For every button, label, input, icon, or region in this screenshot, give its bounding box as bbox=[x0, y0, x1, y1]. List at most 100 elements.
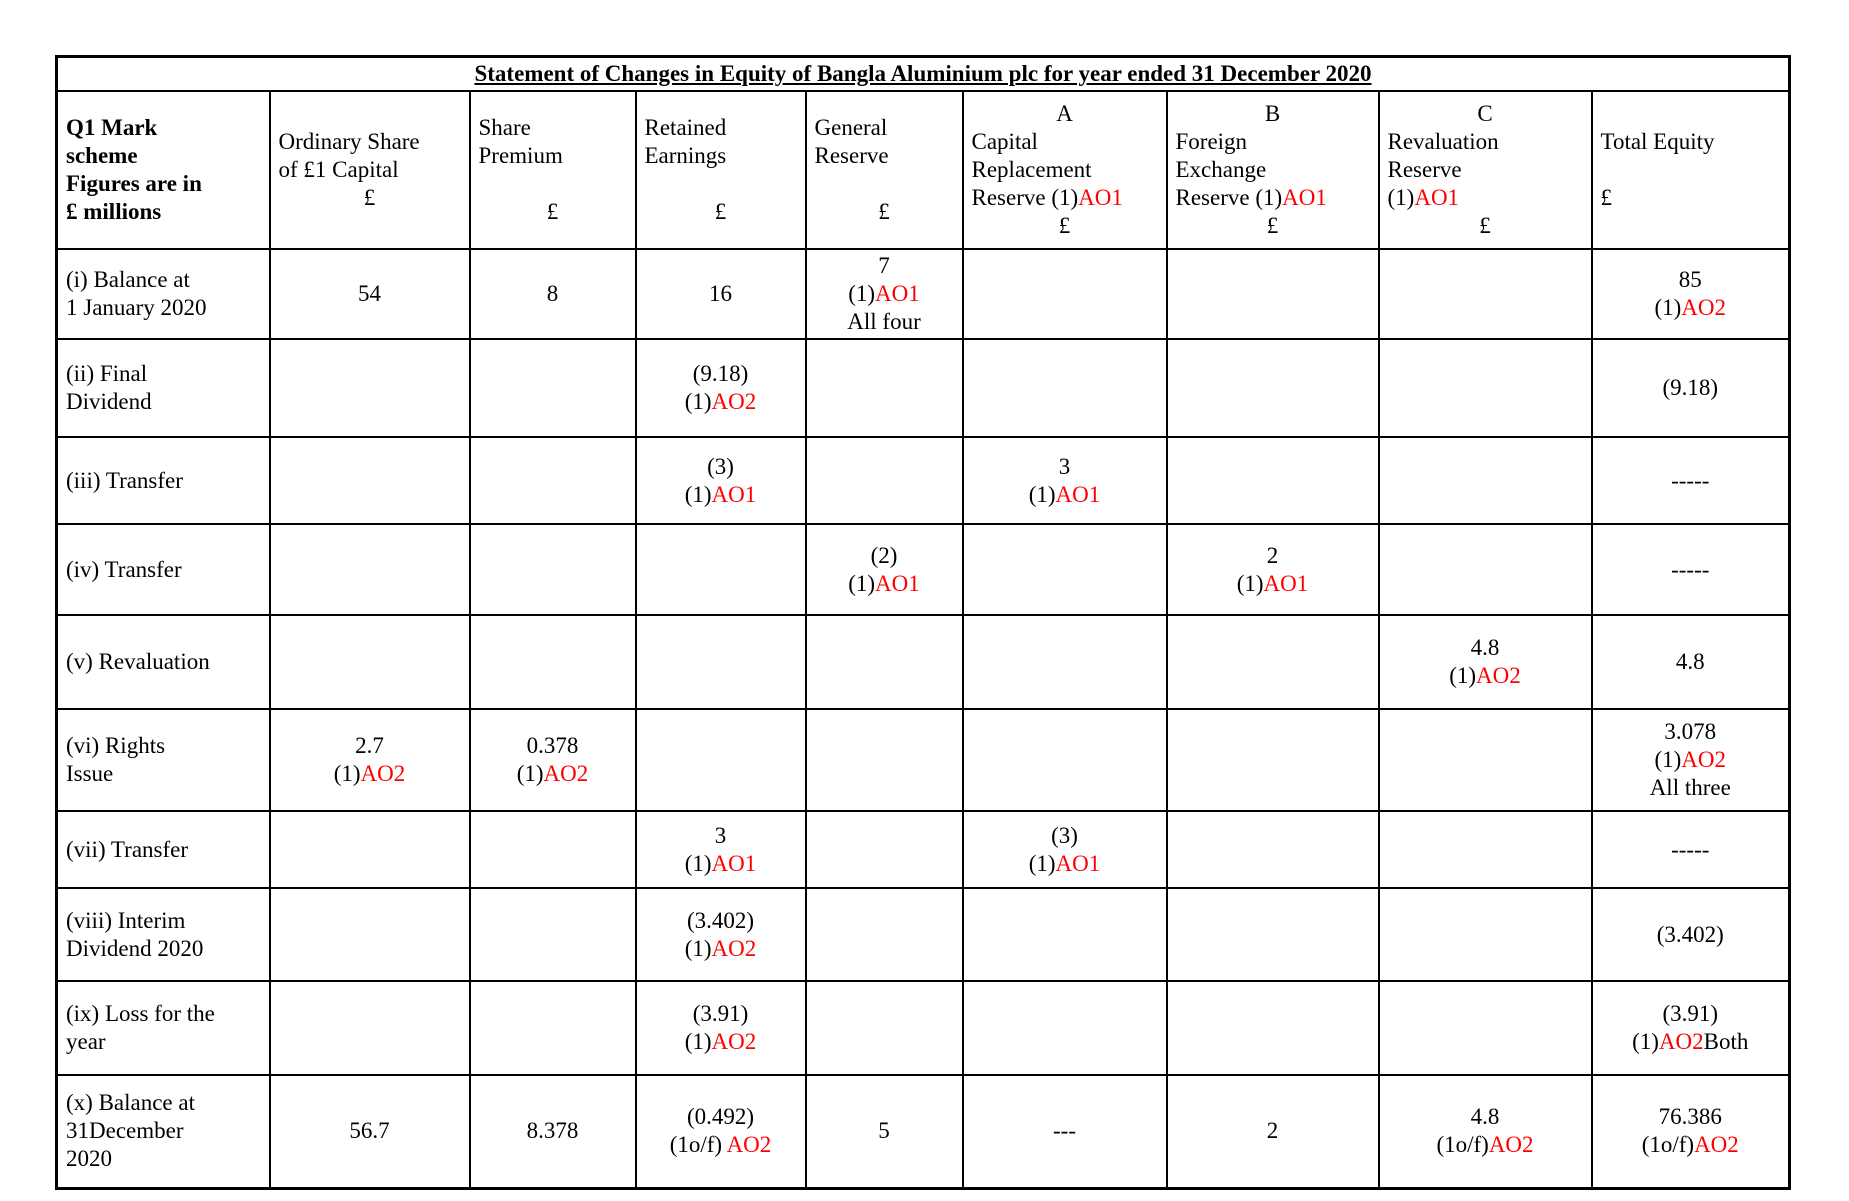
cell-text: (vi) Rights bbox=[66, 733, 166, 758]
text-line: 3 bbox=[645, 822, 797, 850]
cell-text: 4.8 bbox=[1470, 1104, 1500, 1130]
text-line: £ bbox=[479, 198, 627, 226]
text-line: 8 bbox=[479, 280, 627, 308]
mark-annotation: AO1 bbox=[1055, 481, 1101, 507]
cell-text: Dividend 2020 bbox=[66, 935, 204, 961]
text-line: 5 bbox=[815, 1117, 954, 1145]
cell-text: (viii) Interim bbox=[66, 907, 186, 933]
cell-text: (3) bbox=[707, 453, 734, 479]
interim-dividend-2020-ordinary-share-capital-value bbox=[268, 887, 471, 982]
cell-text: scheme bbox=[66, 143, 138, 168]
cell-text: Capital bbox=[971, 129, 1038, 154]
transfer-iii-total-equity-value: ----- bbox=[1590, 436, 1791, 525]
cell-text: Reserve (1) bbox=[1175, 185, 1283, 210]
rights-issue-foreign-exchange-reserve-value bbox=[1165, 708, 1380, 812]
ordinary-share-capital-header: Ordinary Share of £1 Capital £ bbox=[268, 90, 471, 250]
text-line: Reserve (1)AO1 bbox=[972, 184, 1158, 212]
text-line: (1)AO2 bbox=[645, 388, 797, 416]
balance-31-december-2020-retained-earnings-value: (0.492) (1o/f) AO2 bbox=[634, 1074, 807, 1189]
cell-text: £ bbox=[1600, 185, 1613, 210]
loss-for-the-year-general-reserve-value bbox=[804, 980, 964, 1076]
cell-text: (1) bbox=[684, 389, 712, 414]
cell-text: Reserve bbox=[814, 143, 889, 168]
cell-text: Replacement bbox=[971, 157, 1092, 182]
text-line: (9.18) bbox=[1601, 374, 1781, 402]
text-line: Foreign bbox=[1176, 128, 1370, 156]
cell-text: 16 bbox=[709, 281, 732, 306]
loss-for-the-year-retained-earnings-value: (3.91) (1)AO2 bbox=[634, 980, 807, 1076]
revaluation-capital-replacement-reserve-value bbox=[961, 614, 1168, 710]
balance-1-january-2020-retained-earnings-value: 16 bbox=[634, 248, 807, 340]
text-line: All four bbox=[815, 308, 954, 336]
text-line: £ bbox=[1388, 212, 1583, 240]
cell-text: Earnings bbox=[644, 143, 727, 168]
balance-31-december-2020-ordinary-share-capital-value: 56.7 bbox=[268, 1074, 471, 1189]
title-row: Statement of Changes in Equity of Bangla… bbox=[55, 55, 1791, 92]
text-line: 8.378 bbox=[479, 1117, 627, 1145]
mark-annotation: AO2 bbox=[1681, 295, 1727, 320]
cell-text: (1) bbox=[1654, 295, 1682, 320]
cell-text: Figures are in bbox=[66, 171, 202, 196]
revaluation-label: (v) Revaluation bbox=[55, 614, 271, 710]
cell-text: (3) bbox=[1051, 822, 1078, 848]
transfer-vii-retained-earnings-value: 3 (1)AO1 bbox=[634, 810, 807, 889]
cell-text: (1) bbox=[1028, 850, 1056, 876]
revaluation-reserve-header: C Revaluation Reserve (1)AO1 £ bbox=[1377, 90, 1593, 250]
cell-text: 1 January 2020 bbox=[66, 295, 207, 320]
cell-text: (1) bbox=[684, 481, 712, 507]
balance-31-december-2020-revaluation-reserve-value: 4.8 (1o/f)AO2 bbox=[1377, 1074, 1593, 1189]
transfer-iv-foreign-exchange-reserve-value: 2 (1)AO1 bbox=[1165, 523, 1380, 616]
balance-1-january-2020-label: (i) Balance at 1 January 2020 bbox=[55, 248, 271, 340]
transfer-iv-total-equity-value: ----- bbox=[1590, 523, 1791, 616]
cell-text: 31December bbox=[66, 1118, 184, 1144]
text-line: Issue bbox=[66, 760, 261, 788]
loss-for-the-year-share-premium-value bbox=[468, 980, 637, 1076]
text-line: (3) bbox=[972, 822, 1158, 850]
cell-text: (0.492) bbox=[686, 1104, 755, 1130]
cell-text: 2.7 bbox=[355, 733, 384, 758]
transfer-iv-ordinary-share-capital-value bbox=[268, 523, 471, 616]
cell-text: £ bbox=[546, 199, 559, 224]
share-premium-header: Share Premium £ bbox=[468, 90, 637, 250]
final-dividend-row: (ii) Final Dividend (9.18) (1)AO2 (9.18) bbox=[55, 338, 1791, 438]
text-line: 7 bbox=[815, 252, 954, 280]
revaluation-total-equity-value: 4.8 bbox=[1590, 614, 1791, 710]
text-line: (ii) Final bbox=[66, 360, 261, 388]
text-line: Q1 Mark bbox=[66, 114, 261, 142]
final-dividend-capital-replacement-reserve-value bbox=[961, 338, 1168, 438]
cell-text: (1) bbox=[848, 570, 876, 596]
cell-text: ----- bbox=[1671, 467, 1710, 493]
text-line: (1)AO2 bbox=[1601, 746, 1781, 774]
text-line: 3 bbox=[972, 453, 1158, 481]
rights-issue-ordinary-share-capital-value: 2.7 (1)AO2 bbox=[268, 708, 471, 812]
transfer-iii-ordinary-share-capital-value bbox=[268, 436, 471, 525]
text-line: £ bbox=[972, 212, 1158, 240]
final-dividend-label: (ii) Final Dividend bbox=[55, 338, 271, 438]
mark-annotation: AO2 bbox=[711, 1029, 757, 1054]
mark-annotation: AO1 bbox=[875, 570, 920, 596]
text-line: 16 bbox=[645, 280, 797, 308]
text-line: Ordinary Share bbox=[279, 128, 461, 156]
text-line: 54 bbox=[279, 280, 461, 308]
balance-31-december-2020-total-equity-value: 76.386 (1o/f)AO2 bbox=[1590, 1074, 1791, 1189]
cell-text: Reserve (1) bbox=[971, 185, 1079, 210]
mark-annotation: AO2 bbox=[1681, 747, 1727, 772]
text-line: year bbox=[66, 1028, 261, 1056]
loss-for-the-year-capital-replacement-reserve-value bbox=[961, 980, 1168, 1076]
final-dividend-total-equity-value: (9.18) bbox=[1590, 338, 1791, 438]
cell-text: --- bbox=[1053, 1118, 1076, 1144]
text-line: (2) bbox=[815, 542, 954, 570]
cell-text: £ millions bbox=[66, 199, 162, 224]
mark-annotation: AO2 bbox=[360, 761, 406, 786]
total-equity-header: Total Equity £ bbox=[1590, 90, 1791, 250]
cell-text: ----- bbox=[1671, 556, 1710, 582]
cell-text: All four bbox=[847, 309, 921, 334]
text-line: Share bbox=[479, 114, 627, 142]
balance-31-december-2020-share-premium-value: 8.378 bbox=[468, 1074, 637, 1189]
cell-text: Ordinary Share bbox=[278, 129, 420, 154]
cell-text: General bbox=[814, 115, 888, 140]
text-line: Reserve bbox=[815, 142, 954, 170]
text-line: Total Equity bbox=[1601, 128, 1781, 156]
mark-annotation: AO2 bbox=[1488, 1132, 1534, 1158]
revaluation-retained-earnings-value bbox=[634, 614, 807, 710]
